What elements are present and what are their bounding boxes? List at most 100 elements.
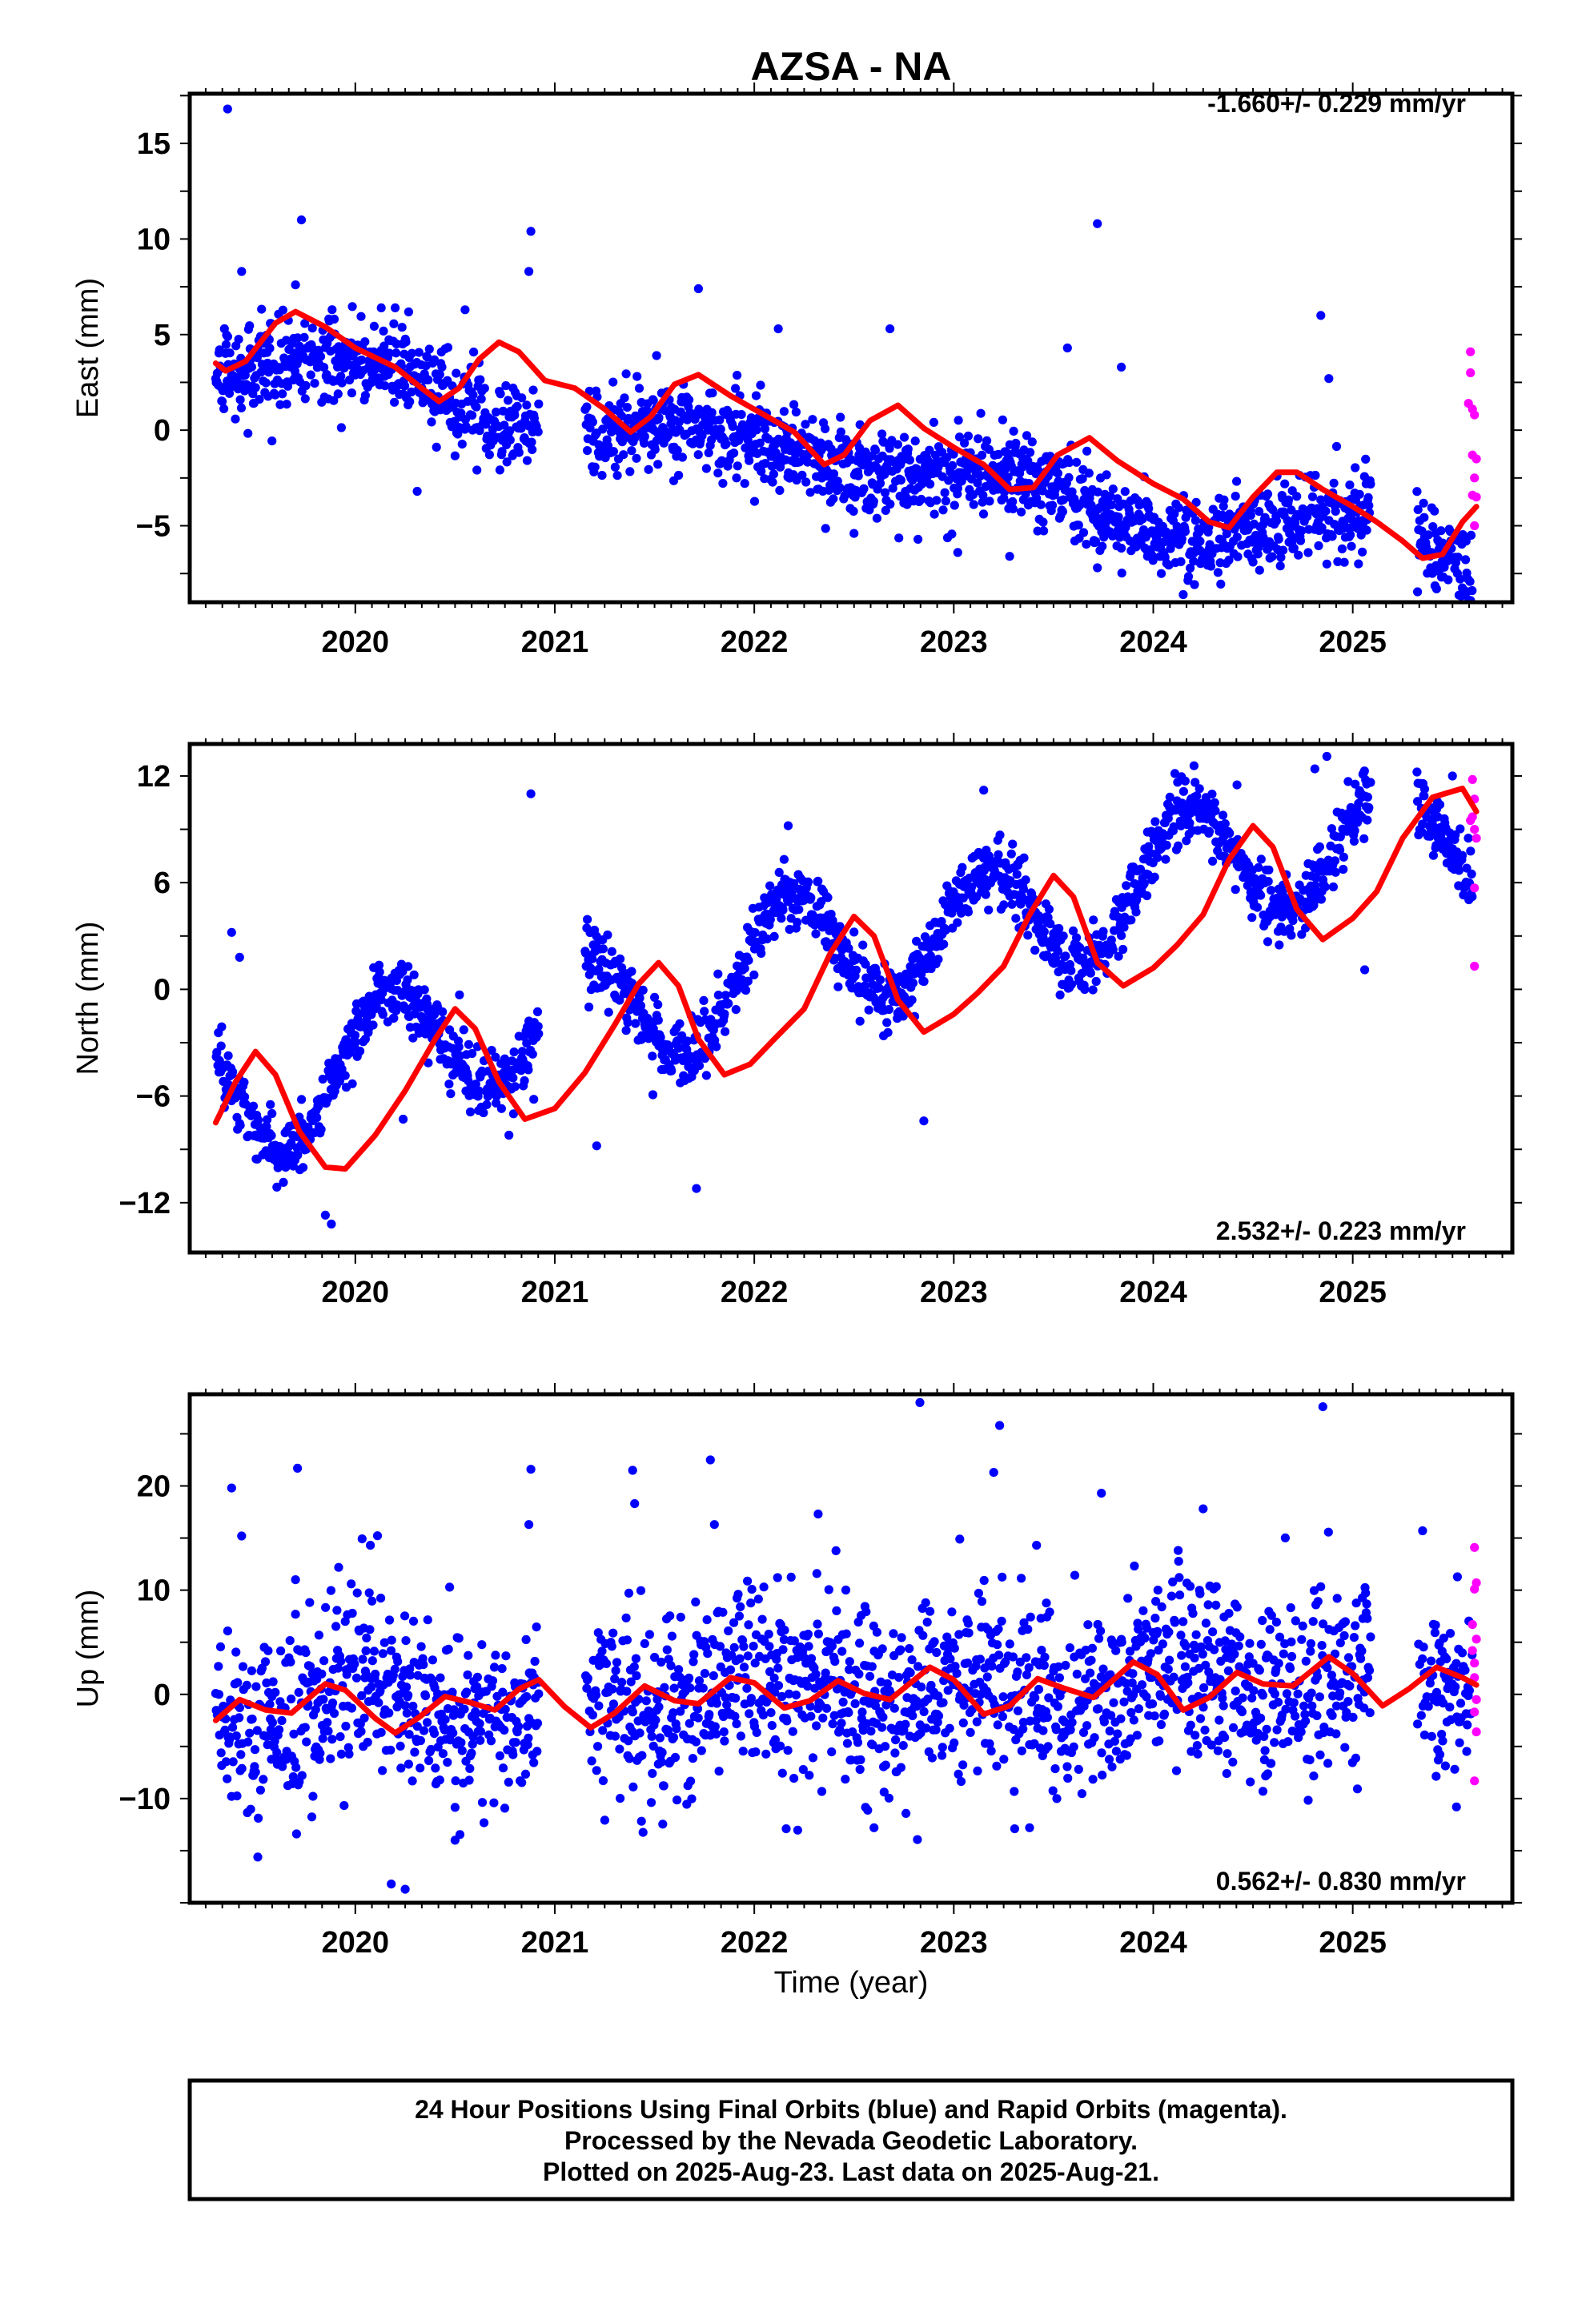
north-final-point [534,1029,544,1039]
up-final-point [700,1669,710,1679]
east-final-point [925,445,934,455]
up-final-point [608,1699,619,1709]
up-final-point [386,1646,396,1655]
east-final-point [1321,506,1331,516]
north-final-point [584,1002,594,1012]
north-final-point [1030,945,1040,955]
east-final-point [1034,466,1043,476]
north-final-point [1431,841,1441,850]
up-final-point [765,1642,774,1651]
north-final-point [347,1079,357,1088]
east-final-point [1419,513,1429,522]
east-outlier-point [1117,362,1126,372]
up-final-point [766,1708,776,1718]
up-final-point [438,1749,448,1759]
east-final-point [917,494,926,505]
north-final-point [731,1005,741,1015]
up-final-point [404,1730,414,1739]
east-final-point [940,488,950,497]
up-final-point [610,1731,620,1741]
north-final-point [1267,886,1276,895]
north-final-point [607,947,616,956]
north-final-point [835,922,845,931]
up-final-point [347,1579,356,1589]
up-final-point [314,1630,323,1640]
north-final-point [1106,935,1116,945]
east-final-point [622,403,632,412]
up-final-point [475,1719,484,1728]
up-final-point [384,1708,394,1718]
up-final-point [277,1715,287,1726]
up-final-point [369,1647,379,1656]
east-final-point [821,524,830,533]
up-final-point [752,1727,761,1737]
north-final-point [1264,865,1274,875]
north-final-point [1316,895,1326,904]
east-final-point [1222,529,1231,539]
north-data [211,751,1481,1229]
east-final-point [640,438,649,448]
north-final-point [912,936,921,946]
east-final-point [941,497,950,506]
north-final-point [520,1076,529,1086]
up-final-point [265,1699,275,1709]
north-outlier-point [1208,818,1218,827]
east-final-point [1303,548,1313,557]
up-final-point [529,1758,539,1767]
north-final-point [1007,899,1017,909]
east-y-tick-label: 5 [154,319,171,352]
up-final-point [789,1774,799,1783]
north-final-point [934,955,943,964]
up-final-point [400,1701,410,1711]
up-final-point [329,1708,339,1719]
east-final-point [1144,504,1154,513]
east-model-line [212,308,1480,561]
north-final-point [248,1101,259,1111]
east-final-point [1180,527,1190,537]
east-final-point [976,408,986,418]
up-final-point [739,1642,749,1651]
east-final-point [265,344,275,353]
up-final-point [450,1803,460,1812]
up-final-point [472,1682,482,1691]
north-final-point [1053,947,1062,956]
east-final-point [218,396,227,406]
north-final-point [1126,915,1136,925]
north-final-point [299,1163,308,1172]
north-final-point [1456,824,1465,834]
up-final-point [259,1775,268,1784]
north-final-point [762,934,772,943]
east-final-point [757,467,766,476]
east-final-point [603,440,613,451]
north-final-point [648,1090,658,1100]
east-final-point [896,476,905,485]
east-final-point [293,333,303,343]
up-final-point [387,1635,396,1645]
east-final-point [791,407,801,417]
north-final-point [1042,951,1052,960]
up-final-point [462,1687,472,1697]
north-final-point [408,1033,418,1043]
north-final-point [1412,767,1422,777]
north-final-point [872,968,881,978]
east-x-tick-label: 2022 [721,625,789,659]
north-final-point [374,960,384,970]
up-final-point [305,1662,315,1671]
up-final-point [247,1715,257,1724]
north-final-point [465,1107,476,1117]
east-final-point [634,384,644,393]
up-final-point [497,1664,507,1674]
up-final-point [685,1719,694,1728]
east-final-point [650,444,660,455]
up-final-point [644,1630,655,1639]
east-outlier-point [1324,374,1334,384]
up-final-point [500,1725,509,1735]
north-final-point [769,931,779,941]
up-final-point [254,1813,263,1823]
up-final-point [363,1737,372,1747]
east-final-point [756,380,765,390]
up-final-point [468,1739,477,1749]
east-final-point [1276,553,1286,562]
up-final-point [319,1695,328,1704]
east-final-point [1120,487,1130,497]
